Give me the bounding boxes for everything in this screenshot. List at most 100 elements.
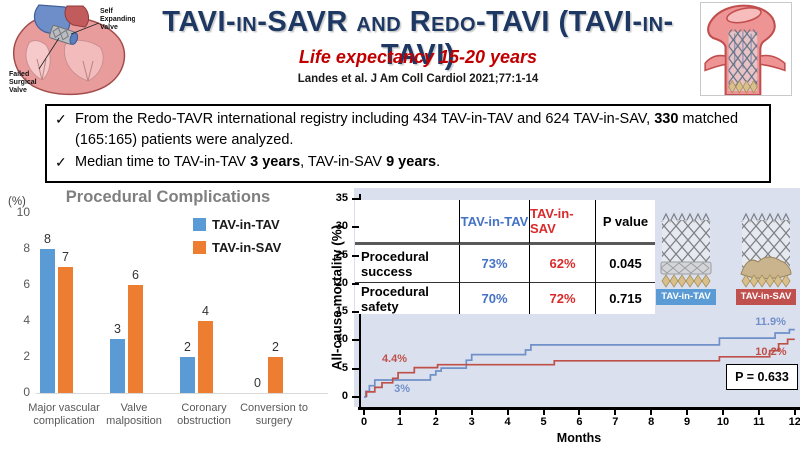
bar-TAV-in-TAV: [110, 339, 125, 393]
bar-value-label: 6: [132, 268, 139, 282]
table-cell: 0.715: [595, 283, 655, 314]
km-xtick-label: 10: [716, 416, 730, 428]
table-row-label: Procedural success: [355, 245, 459, 283]
km-xtick-mark: [542, 410, 545, 415]
bar-value-label: 2: [184, 340, 191, 354]
tav-in-sav-chip: TAV-in-SAV: [736, 289, 796, 305]
km-xtick-mark: [722, 410, 724, 415]
all-cause-mortality-km-chart: All-cause mortality (%) Months P = 0.633…: [318, 186, 800, 450]
km-ytick-label: 25: [335, 248, 348, 261]
bar-chart-unit-label: (%): [8, 196, 26, 208]
heart-label-valve-bottom: Valve: [9, 87, 27, 94]
km-y-axis-label: All-cause mortality (%): [329, 224, 345, 371]
km-xtick-mark: [363, 410, 365, 415]
km-annotation: 11.9%: [755, 316, 786, 329]
km-xtick-label: 3: [468, 416, 475, 428]
page-subtitle: Life expectancy 15-20 years: [298, 47, 538, 67]
km-ytick-label: 10: [335, 333, 348, 346]
km-ytick-label: 35: [335, 191, 348, 204]
bar-value-label: 0: [254, 376, 261, 390]
heart-label-failed: Failed: [9, 71, 29, 78]
tav-in-tav-valve-illustration: [660, 212, 712, 288]
pulmonary-vessel: [64, 5, 90, 28]
km-ytick-mark: [352, 311, 359, 314]
table-cell: 73%: [459, 245, 529, 283]
km-ytick-label: 15: [335, 305, 348, 318]
bar-TAV-in-TAV: [40, 249, 55, 393]
legend-swatch: [193, 218, 206, 231]
bar-value-label: 4: [202, 304, 209, 318]
legend-item-TAV-in-TAV: TAV-in-TAV: [193, 217, 280, 232]
bar-value-label: 2: [272, 340, 279, 354]
km-xtick-mark: [470, 410, 473, 415]
table-header-p-value: P value: [595, 200, 655, 245]
bar-chart-baseline: [36, 393, 328, 394]
summary-box: ✓ From the Redo-TAVR international regis…: [45, 104, 771, 183]
right-chamber: [63, 39, 104, 82]
km-xtick-label: 0: [360, 416, 368, 428]
bar-category-label: Major vascular complication: [28, 402, 100, 427]
check-icon: ✓: [55, 153, 67, 170]
procedural-complications-bar-chart: Procedural Complications (%) 0 2 4 6 8 10 8 7 Ma…: [8, 188, 330, 448]
tav-in-tav-chip: TAV-in-TAV: [656, 289, 716, 305]
self-expanding-valve-device: [49, 25, 79, 45]
km-xtick-label: 2: [432, 416, 439, 428]
legend-item-TAV-in-SAV: TAV-in-SAV: [193, 240, 281, 255]
table-cell: 0.045: [595, 245, 655, 283]
km-xtick-label: 4: [504, 416, 511, 428]
km-annotation: 4.4%: [381, 352, 408, 365]
bar-TAV-in-SAV: [128, 285, 143, 393]
km-xtick-label: 1: [396, 416, 403, 428]
aorta-stent-illustration: [700, 2, 792, 96]
heart-label-expanding: Expanding: [100, 16, 135, 23]
km-xtick-mark: [398, 410, 401, 415]
km-xtick-label: 12: [788, 416, 800, 428]
bar-ytick-label: 4: [23, 313, 30, 327]
legend-swatch: [193, 241, 206, 254]
km-curves: [364, 328, 795, 398]
heart-tavi-illustration: Self Expanding Valve Failed Surgical Val…: [9, 4, 135, 96]
left-coronary-branch: [704, 54, 727, 72]
table-header-tav-in-tav: TAV-in-TAV: [459, 200, 529, 245]
bar-ytick-label: 2: [23, 349, 30, 363]
km-ytick-mark: [352, 254, 359, 257]
km-xtick-label: 11: [753, 416, 765, 428]
summary-bullet-1-text: From the Redo-TAVR international registr…: [75, 111, 739, 149]
km-x-axis-title: Months: [556, 431, 602, 445]
bar-ytick-label: 8: [23, 241, 30, 255]
table-cell: 70%: [459, 283, 529, 314]
km-xtick-label: 8: [648, 416, 655, 428]
km-ytick-mark: [352, 339, 359, 342]
bar-ytick-label: 0: [23, 385, 30, 399]
results-table: TAV-in-TAV TAV-in-SAV P value Procedural…: [355, 200, 655, 314]
chordae-lines: [36, 58, 94, 82]
bar-category-label: Valve malposition: [106, 402, 162, 427]
tav-in-sav-valve-illustration: [740, 212, 792, 288]
km-xtick-mark: [434, 410, 437, 415]
summary-bullet-2-text: Median time to TAV-in-TAV 3 years, TAV-i…: [75, 153, 441, 170]
bar-ytick-label: 6: [23, 277, 30, 291]
bar-value-label: 8: [44, 232, 51, 246]
p-value-box: P = 0.633: [726, 364, 798, 390]
table-corner-cell: [355, 200, 459, 245]
km-xtick-label: 5: [540, 416, 547, 428]
legend-label: TAV-in-SAV: [212, 240, 282, 255]
km-curve-TAV-in-SAV: [365, 338, 795, 397]
summary-bullet-2: ✓ Median time to TAV-in-TAV 3 years, TAV…: [55, 152, 761, 173]
legend-label: TAV-in-TAV: [212, 217, 280, 232]
km-ytick-mark: [352, 197, 359, 200]
pointer-lines: [38, 22, 100, 70]
table-row-label: Procedural safety: [361, 283, 429, 314]
km-ytick-mark: [352, 282, 359, 285]
bar-chart-title: Procedural Complications: [65, 188, 271, 206]
bar-ytick-label: 10: [16, 205, 30, 219]
km-ytick-label: 5: [341, 361, 348, 374]
km-ytick-mark: [352, 226, 359, 229]
km-ytick-mark: [352, 367, 359, 370]
bar-category-label: Conversion to surgery: [240, 402, 308, 427]
heart-label-self: Self: [100, 8, 114, 15]
stent-mesh: [728, 29, 758, 87]
summary-bullet-1: ✓ From the Redo-TAVR international regis…: [55, 109, 761, 152]
km-xtick-mark: [686, 410, 689, 415]
km-ytick-mark: [352, 396, 359, 398]
